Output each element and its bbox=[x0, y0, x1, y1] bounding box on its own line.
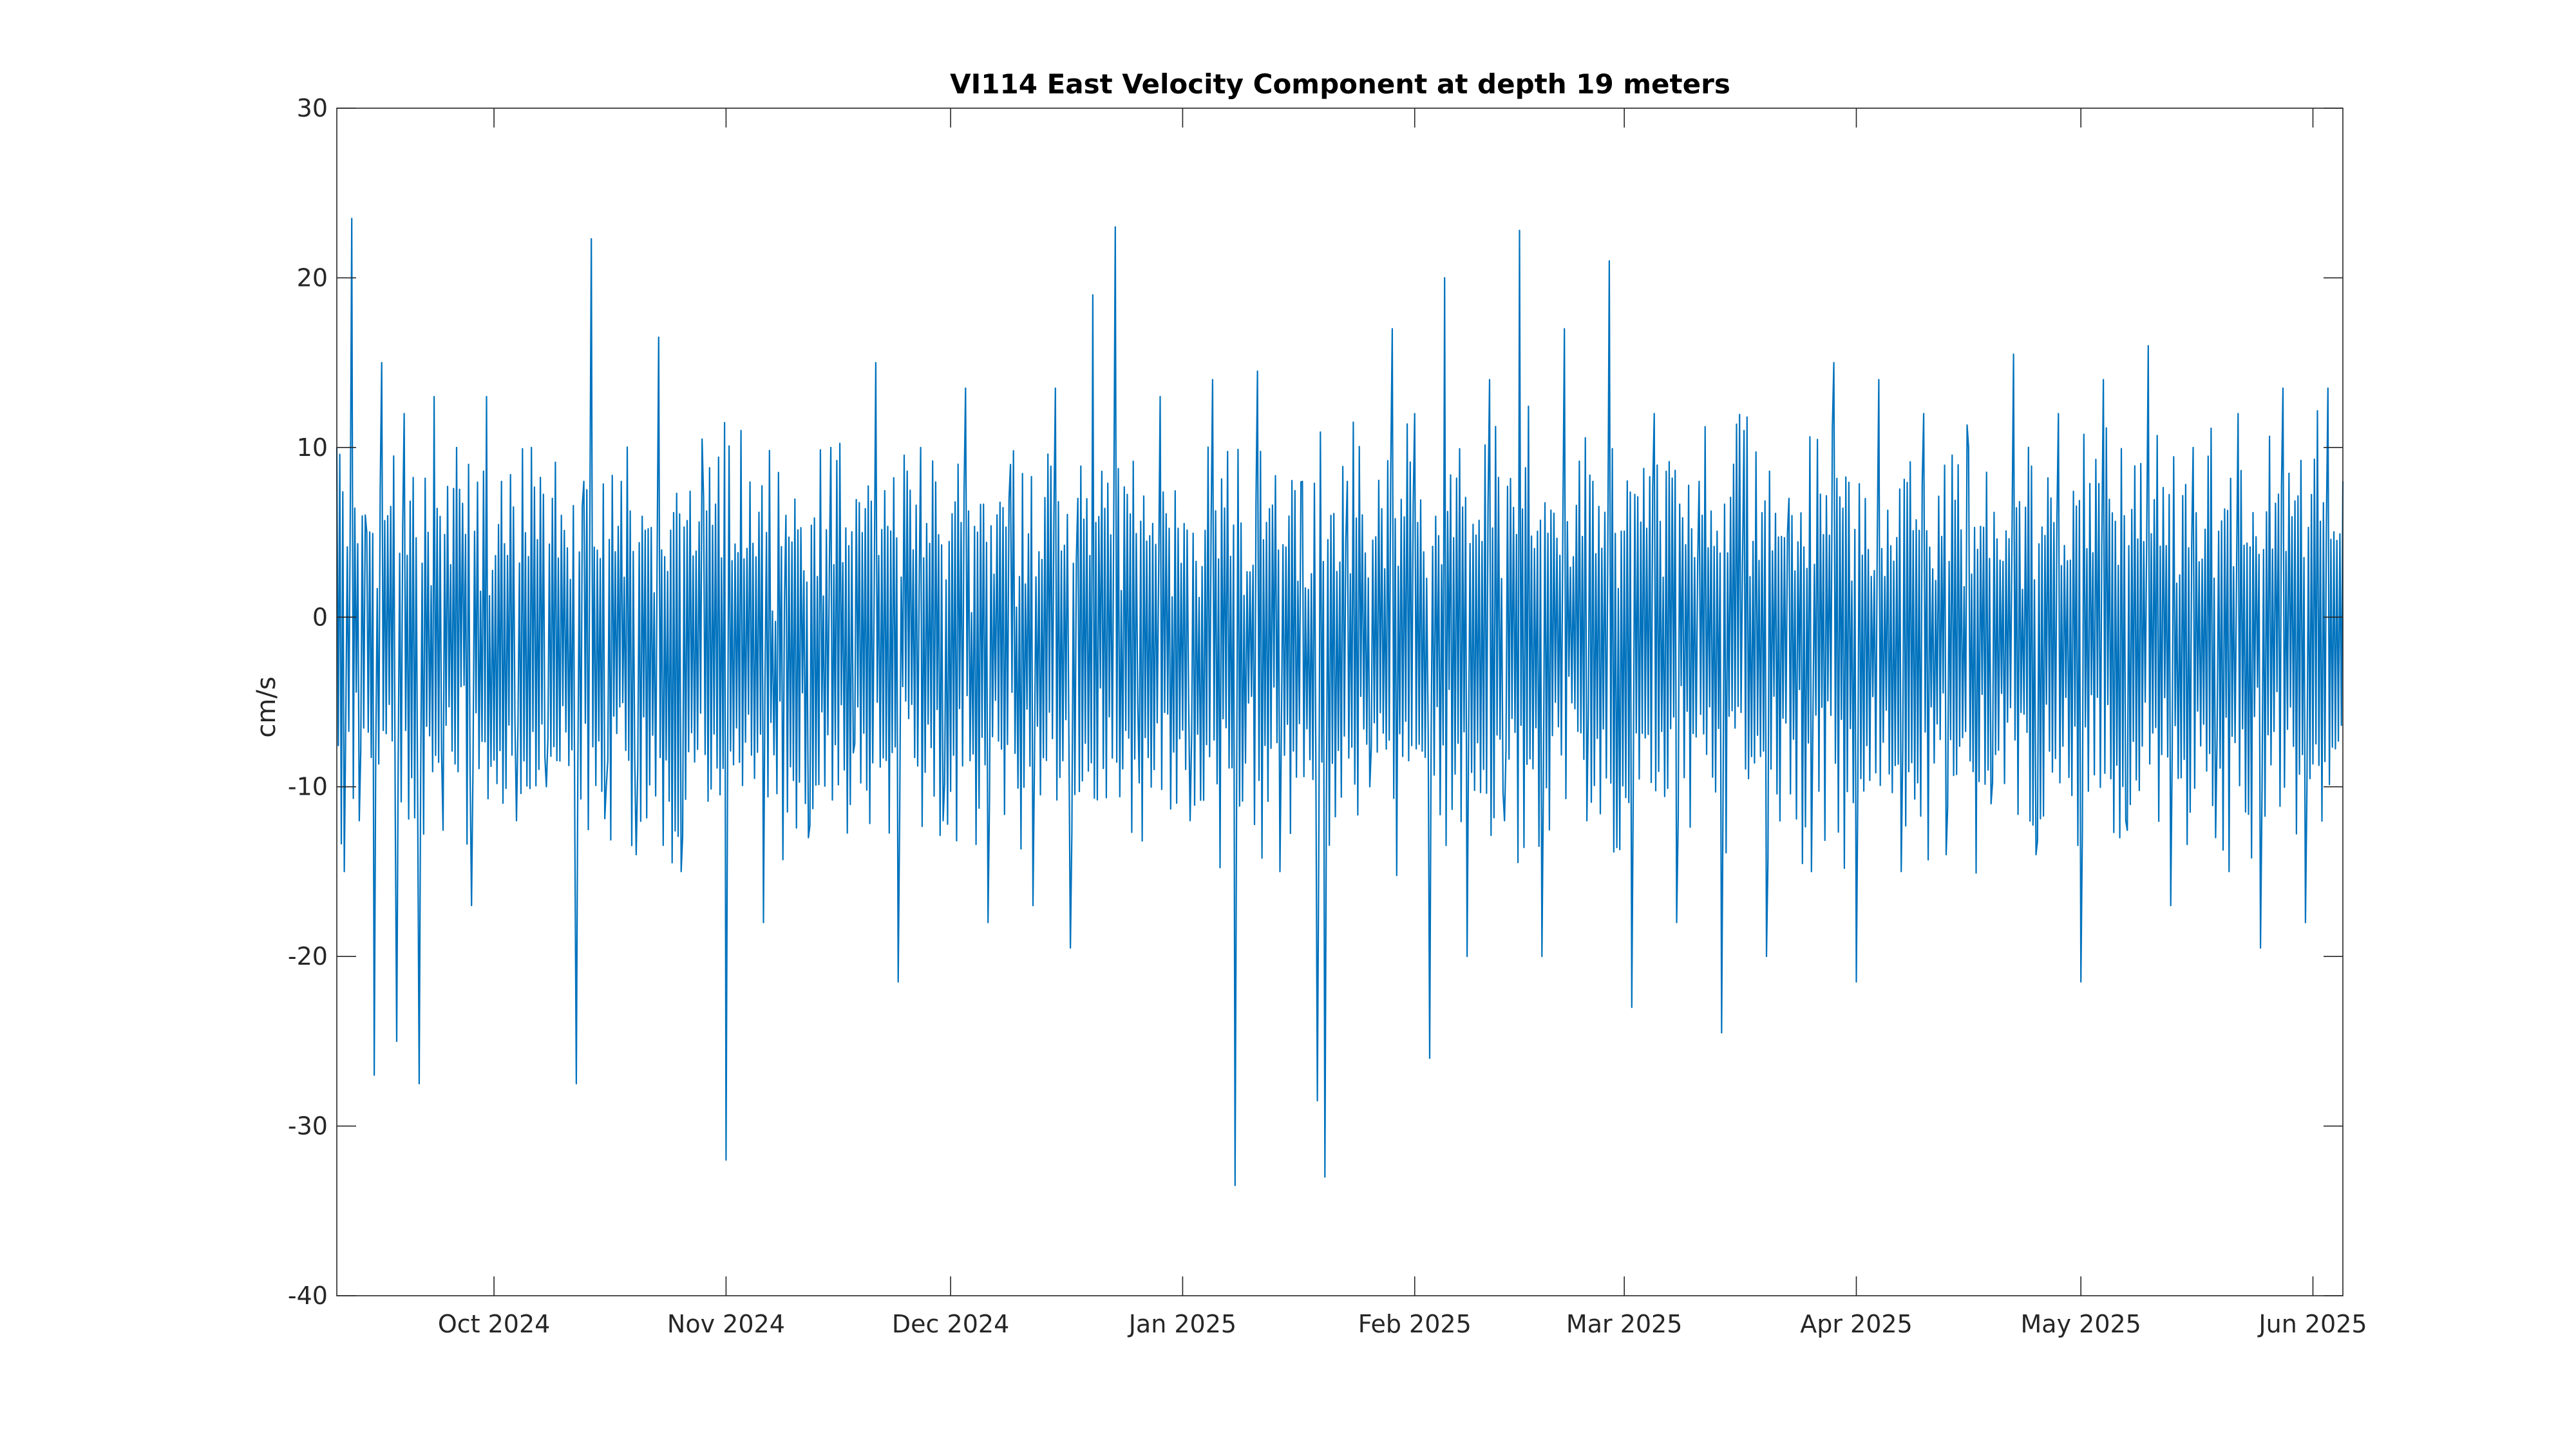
y-tick-label: 10 bbox=[297, 433, 328, 462]
y-tick-label: -20 bbox=[288, 942, 328, 971]
x-tick-label: May 2025 bbox=[2021, 1310, 2141, 1338]
plot-area: -40 -30 -20 -10 0 10 20 30 Oct 2024 Nov 2024 Dec 2… bbox=[288, 94, 2367, 1338]
x-tick-label: Nov 2024 bbox=[667, 1310, 785, 1338]
x-tick-label: Dec 2024 bbox=[892, 1310, 1009, 1338]
x-tick-label: Oct 2024 bbox=[438, 1310, 551, 1338]
axes-box bbox=[336, 108, 2344, 1296]
y-tick-label: 30 bbox=[297, 94, 328, 122]
x-tick-label: Jun 2025 bbox=[2257, 1310, 2367, 1338]
x-tick-label: Jan 2025 bbox=[1128, 1310, 1236, 1338]
x-tick-label: Feb 2025 bbox=[1358, 1310, 1472, 1338]
x-tick-label: Apr 2025 bbox=[1800, 1310, 1913, 1338]
y-axis-label: cm/s bbox=[252, 676, 281, 737]
y-tick-label: 20 bbox=[297, 263, 328, 292]
x-tick-label: Mar 2025 bbox=[1566, 1310, 1682, 1338]
y-tick-label: -10 bbox=[288, 773, 328, 801]
series-line-0 bbox=[336, 218, 2344, 1186]
y-tick-label: -40 bbox=[288, 1282, 328, 1310]
chart-title: VI114 East Velocity Component at depth 1… bbox=[950, 68, 1730, 100]
y-tick-label: 0 bbox=[312, 603, 328, 631]
y-tick-label: -30 bbox=[288, 1112, 328, 1141]
